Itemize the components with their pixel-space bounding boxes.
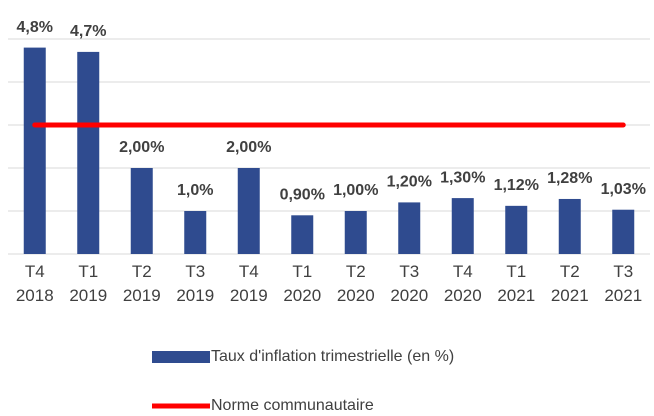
x-tick-line: 2020	[283, 286, 321, 305]
data-label: 1,03%	[601, 181, 646, 198]
bar	[344, 211, 367, 254]
x-tick-label: T1 2020	[283, 262, 321, 305]
data-label: 2,00%	[226, 139, 271, 156]
x-tick-line: 2020	[390, 286, 428, 305]
x-tick-label: T2 2021	[551, 262, 589, 305]
legend-label: Taux d'inflation trimestrielle (en %)	[211, 348, 454, 365]
bar	[398, 202, 421, 254]
data-label: 2,00%	[119, 139, 164, 156]
data-label: 0,90%	[280, 187, 325, 204]
data-label: 1,12%	[494, 177, 539, 194]
x-tick-line: 2019	[176, 286, 214, 305]
x-tick-line: 2019	[69, 286, 107, 305]
x-tick-line: 2018	[16, 286, 54, 305]
x-tick-line: 2021	[497, 286, 535, 305]
data-label: 1,20%	[387, 174, 432, 191]
x-tick-label: T4 2019	[230, 262, 268, 305]
x-tick-label: T2 2019	[123, 262, 161, 305]
data-label: 4,7%	[70, 23, 106, 40]
x-tick-line: T3	[185, 262, 205, 281]
x-tick-line: 2020	[337, 286, 375, 305]
bar	[23, 47, 46, 254]
bar	[184, 211, 207, 254]
x-tick-label: T2 2020	[337, 262, 375, 305]
x-tick-label: T3 2019	[176, 262, 214, 305]
bar	[505, 205, 528, 254]
x-tick-label: T4 2020	[444, 262, 482, 305]
x-tick-line: T1	[292, 262, 312, 281]
data-label: 1,00%	[333, 182, 378, 199]
bar	[612, 209, 635, 254]
bar	[237, 168, 260, 254]
x-tick-line: T2	[346, 262, 366, 281]
data-label: 1,0%	[177, 182, 213, 199]
x-tick-line: T1	[506, 262, 526, 281]
data-label: 4,8%	[17, 19, 53, 36]
x-tick-line: T4	[239, 262, 259, 281]
x-tick-label: T1 2021	[497, 262, 535, 305]
x-tick-line: T3	[613, 262, 633, 281]
x-tick-line: T4	[25, 262, 45, 281]
x-tick-line: 2021	[551, 286, 589, 305]
x-tick-line: 2019	[123, 286, 161, 305]
x-tick-line: T3	[399, 262, 419, 281]
x-tick-line: T2	[560, 262, 580, 281]
bar	[130, 168, 153, 254]
x-tick-line: T1	[78, 262, 98, 281]
x-tick-line: 2020	[444, 286, 482, 305]
x-tick-line: 2019	[230, 286, 268, 305]
data-label: 1,28%	[547, 170, 592, 187]
x-tick-line: 2021	[604, 286, 642, 305]
bar	[77, 51, 100, 255]
x-tick-label: T4 2018	[16, 262, 54, 305]
legend-swatch	[152, 351, 210, 363]
bar	[558, 198, 581, 254]
bar	[291, 215, 314, 254]
x-tick-label: T1 2019	[69, 262, 107, 305]
x-tick-label: T3 2021	[604, 262, 642, 305]
bar	[451, 198, 474, 254]
legend-label: Norme communautaire	[211, 397, 374, 414]
x-tick-label: T3 2020	[390, 262, 428, 305]
x-tick-line: T4	[453, 262, 473, 281]
data-label: 1,30%	[440, 169, 485, 186]
x-tick-line: T2	[132, 262, 152, 281]
